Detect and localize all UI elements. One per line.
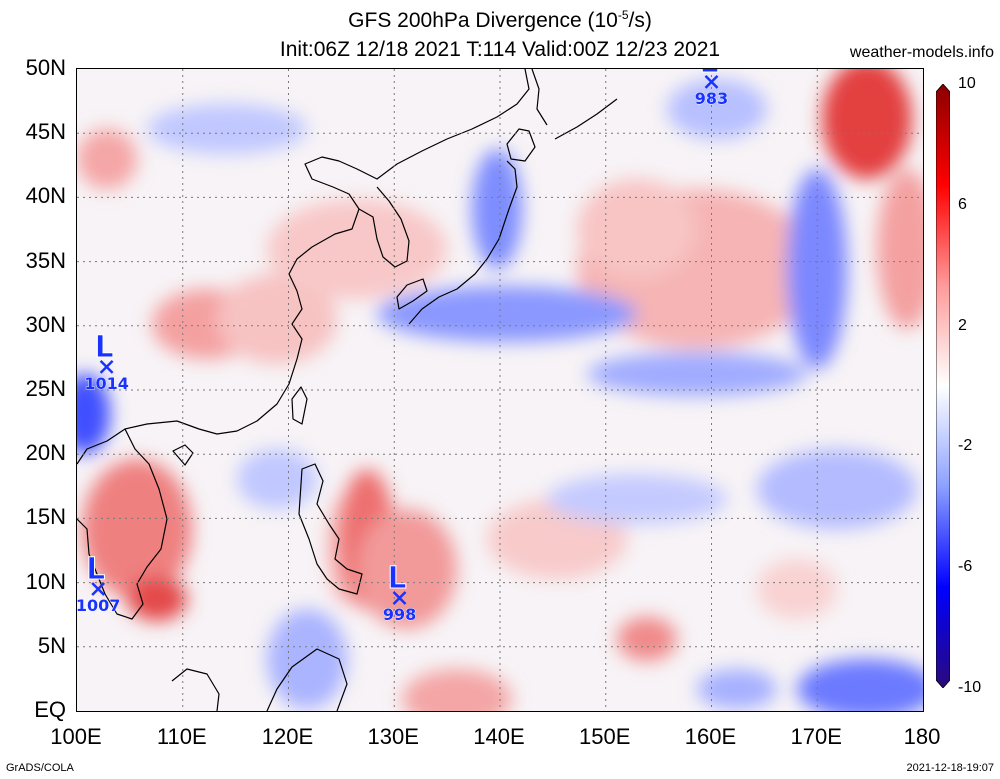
lon-tick-label: 140E xyxy=(473,724,525,749)
lon-tick-label: 180 xyxy=(903,724,941,749)
colorbar xyxy=(936,84,950,688)
lon-tick-label: 110E xyxy=(156,724,207,749)
colorbar-tick-label: 6 xyxy=(958,195,967,213)
lon-tick-label: 130E xyxy=(367,724,419,749)
low-center-mark xyxy=(392,591,407,605)
lat-tick-label: 45N xyxy=(25,119,66,145)
coastline xyxy=(77,69,618,711)
low-center-mark xyxy=(91,582,106,596)
low-symbol: L xyxy=(388,561,407,596)
lon-tick-label: 160E xyxy=(684,724,737,749)
lat-tick-label: 40N xyxy=(25,183,66,209)
colorbar-tick-label: 2 xyxy=(958,316,967,334)
lat-tick-label: 50N xyxy=(25,55,66,80)
low-pressure-value: 1014 xyxy=(84,374,129,393)
colorbar-tick-label: 10 xyxy=(958,75,976,92)
map-plot: L 1014 L 1007 L 998 L 983 xyxy=(76,68,924,712)
low-symbol: L xyxy=(700,69,719,80)
lat-tick-label: 20N xyxy=(25,440,66,466)
chart-title: GFS 200hPa Divergence (10-5/s) xyxy=(348,8,652,32)
low-pressure-value: 983 xyxy=(695,89,728,108)
lat-tick-label: EQ xyxy=(34,697,66,722)
low-center-mark xyxy=(704,74,719,89)
lat-tick-label: 5N xyxy=(37,632,66,658)
low-symbol: L xyxy=(86,552,105,587)
lat-tick-label: 35N xyxy=(25,247,66,273)
low-pressure-marker: L 998 xyxy=(382,561,416,625)
lat-tick-label: 25N xyxy=(25,376,66,401)
low-center-mark xyxy=(99,360,114,374)
lon-tick-label: 170E xyxy=(790,724,842,749)
chart-subtitle: Init:06Z 12/18 2021 T:114 Valid:00Z 12/2… xyxy=(279,38,721,61)
lat-tick-label: 30N xyxy=(25,311,66,337)
colorbar-tick-label: -6 xyxy=(958,558,973,576)
run-timestamp: 2021-12-18-19:07 xyxy=(906,762,994,774)
lat-tick-label: 15N xyxy=(25,504,66,530)
low-pressure-marker: L 1007 xyxy=(77,552,121,616)
low-pressure-value: 1007 xyxy=(77,596,120,615)
divergence-field xyxy=(77,69,923,711)
low-pressure-value: 998 xyxy=(383,605,416,624)
lon-tick-label: 120E xyxy=(261,724,314,749)
low-symbol: L xyxy=(95,330,114,365)
colorbar-tick-label: -2 xyxy=(958,437,973,455)
low-pressure-marker: L 983 xyxy=(694,69,728,108)
colorbar-tick-label: -10 xyxy=(958,679,982,696)
grads-credit: GrADS/COLA xyxy=(6,762,74,774)
low-pressure-marker: L 1014 xyxy=(84,329,129,393)
site-label: weather-models.info xyxy=(849,44,994,61)
lat-tick-label: 10N xyxy=(25,568,66,594)
lon-tick-label: 150E xyxy=(579,724,631,749)
lon-tick-label: 100E xyxy=(50,724,102,749)
